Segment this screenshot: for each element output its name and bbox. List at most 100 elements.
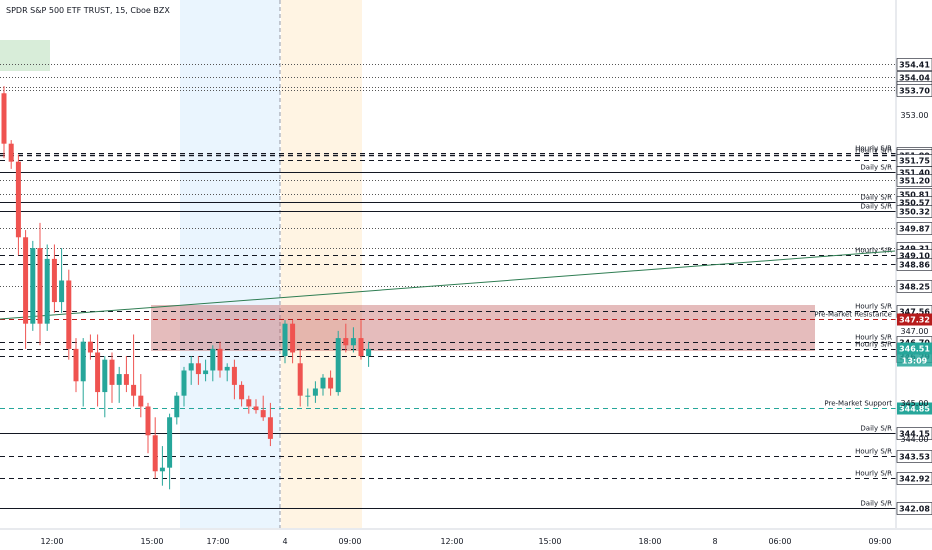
time-axis-label: 12:00 xyxy=(440,537,463,546)
level-price-text: 349.31 xyxy=(899,245,930,254)
level-price-box xyxy=(896,222,932,235)
candle-body xyxy=(343,338,349,346)
candle-body xyxy=(350,338,356,346)
level-price-text: 348.86 xyxy=(899,261,930,270)
candle-body xyxy=(231,366,237,385)
level-price-text: 342.08 xyxy=(899,505,930,514)
current-price-tag xyxy=(897,342,932,355)
candle-body xyxy=(290,323,296,353)
candle-body xyxy=(116,374,122,385)
level-price-box xyxy=(896,84,932,97)
candle-body xyxy=(174,395,180,418)
level-label: Hourly S/R xyxy=(855,147,892,155)
time-axis-label: 8 xyxy=(712,537,717,546)
level-price-box xyxy=(896,427,932,440)
price-tick-label: 344.00 xyxy=(901,435,929,444)
level-price-text: 342.92 xyxy=(899,475,930,484)
time-axis-label: 15:00 xyxy=(140,537,163,546)
countdown-tag xyxy=(897,354,932,367)
time-axis-label: 17:00 xyxy=(206,537,229,546)
level-price-text: 351.75 xyxy=(899,157,930,166)
level-price-text: 351.40 xyxy=(899,169,930,178)
candle-body xyxy=(1,93,7,144)
price-tick-label: 347.00 xyxy=(901,327,929,336)
candle-body xyxy=(203,370,209,375)
candle-body xyxy=(44,258,50,324)
candle-body xyxy=(37,248,43,324)
time-axis-label: 4 xyxy=(282,537,287,546)
highlight-box xyxy=(0,40,50,71)
candle-body xyxy=(159,467,165,472)
candle-body xyxy=(358,338,364,357)
chart-title: SPDR S&P 500 ETF TRUST, 15, Cboe BZX xyxy=(6,6,170,15)
level-price-text: 349.87 xyxy=(899,225,930,234)
candle-body xyxy=(188,363,194,371)
candle-body xyxy=(224,366,230,371)
candle-body xyxy=(30,248,36,324)
candle-body xyxy=(131,384,137,396)
level-label: Hourly S/R xyxy=(855,448,892,456)
price-zone-box xyxy=(151,305,815,351)
countdown-text: 13:09 xyxy=(902,357,928,366)
candle-body xyxy=(66,280,72,349)
level-label: Daily S/R xyxy=(860,203,892,211)
time-axis-label: 18:00 xyxy=(638,537,661,546)
axis-tags-layer: 354.41354.04353.77353.70351.93351.89351.… xyxy=(896,58,932,515)
candle-body xyxy=(246,399,252,407)
level-label: Hourly S/R xyxy=(855,303,892,311)
level-label: Hourly S/R xyxy=(855,341,892,349)
level-label: Pre-Market Resistance xyxy=(814,311,892,319)
level-price-box xyxy=(896,258,932,271)
level-price-text: 350.32 xyxy=(899,208,930,217)
level-price-text: 344.85 xyxy=(899,405,930,414)
candle-body xyxy=(239,384,245,400)
level-price-text: 348.25 xyxy=(899,283,930,292)
candle-body xyxy=(23,237,29,324)
level-price-box xyxy=(896,174,932,187)
time-axis-label: 09:00 xyxy=(868,537,891,546)
level-label: Daily S/R xyxy=(860,164,892,172)
level-price-box xyxy=(896,58,932,71)
candle-body xyxy=(282,323,288,357)
candle-body xyxy=(80,341,86,382)
level-label: Hourly S/R xyxy=(855,334,892,342)
current-price-text: 346.51 xyxy=(899,345,930,354)
level-price-text: 349.10 xyxy=(899,252,930,261)
level-price-box xyxy=(896,205,932,218)
level-price-text: 354.04 xyxy=(899,74,930,83)
candle-body xyxy=(312,388,318,396)
candle-body xyxy=(267,417,273,439)
candle-body xyxy=(109,359,115,385)
candle-body xyxy=(253,406,259,411)
candle-body xyxy=(366,348,372,357)
candle-body xyxy=(138,395,144,407)
level-label: Daily S/R xyxy=(860,500,892,508)
market-session-shade xyxy=(281,0,362,528)
candle-body xyxy=(8,143,14,162)
level-price-box xyxy=(896,450,932,463)
level-label: Pre-Market Support xyxy=(824,400,892,408)
time-axis[interactable] xyxy=(0,529,932,550)
time-axis-label: 09:00 xyxy=(338,537,361,546)
candle-body xyxy=(59,280,65,303)
level-label: Daily S/R xyxy=(860,194,892,202)
candle-body xyxy=(102,359,108,393)
candles-layer xyxy=(1,86,372,490)
candle-body xyxy=(210,348,216,371)
trend-line[interactable] xyxy=(0,250,896,320)
level-price-text: 353.70 xyxy=(899,87,930,96)
time-axis-label: 15:00 xyxy=(538,537,561,546)
candle-body xyxy=(297,363,303,396)
level-price-box xyxy=(897,402,932,415)
level-price-box xyxy=(896,472,932,485)
level-price-text: 343.53 xyxy=(899,453,930,462)
candle-body xyxy=(217,348,223,371)
level-price-box xyxy=(896,280,932,293)
level-price-box xyxy=(896,502,932,515)
level-price-text: 347.32 xyxy=(899,316,930,325)
candle-body xyxy=(335,338,341,393)
candle-body xyxy=(15,161,21,238)
level-price-text: 347.56 xyxy=(899,308,930,317)
